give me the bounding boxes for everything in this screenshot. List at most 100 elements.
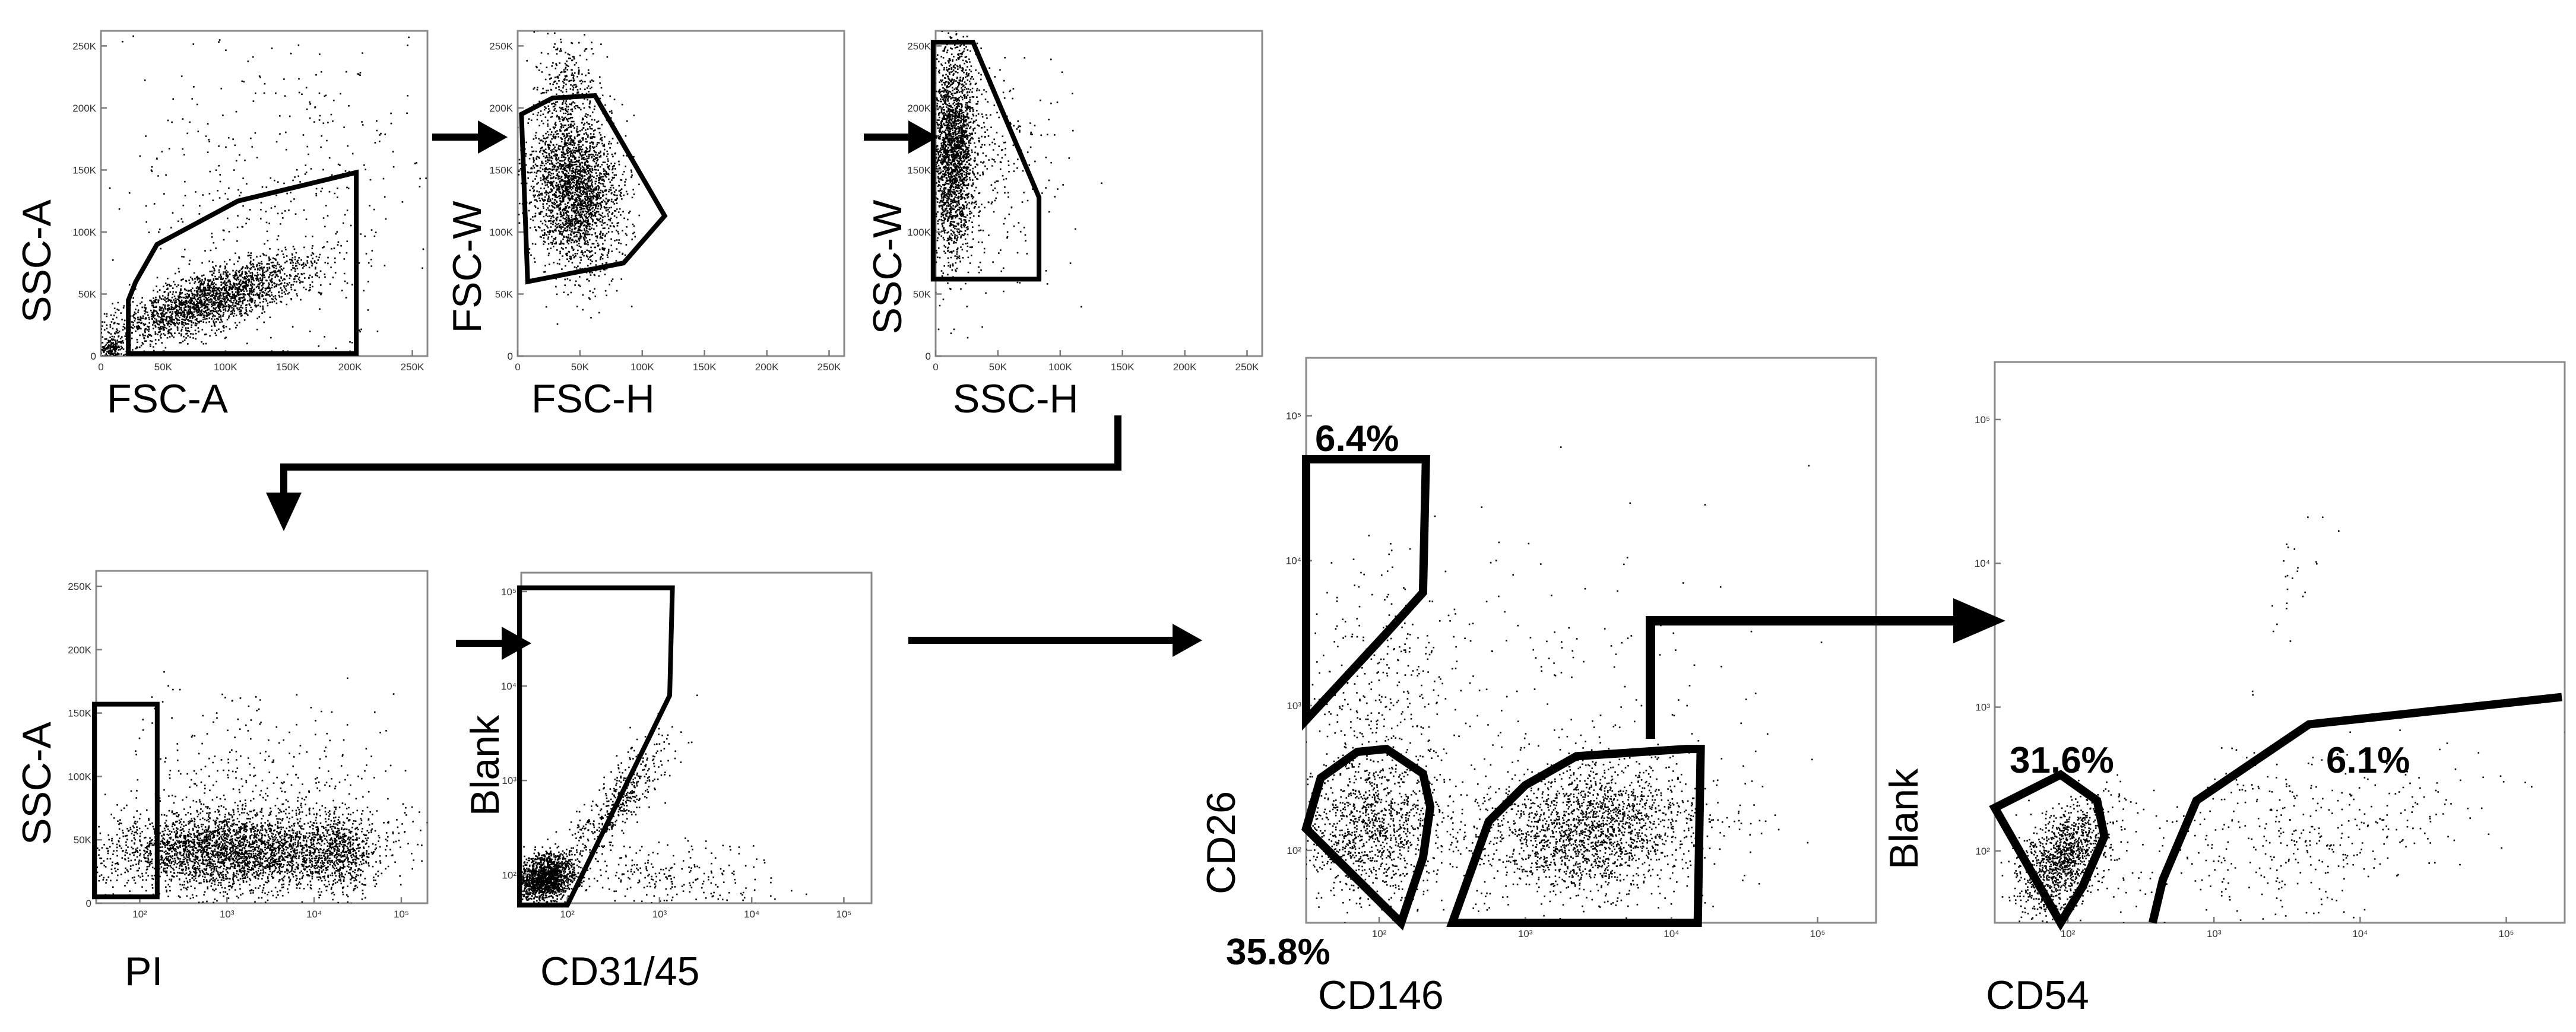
y-tick-label: 10³	[502, 775, 517, 786]
event-dots	[96, 671, 427, 903]
x-tick-label: 10⁵	[836, 909, 851, 920]
flow-arrow-6-to-7	[1646, 598, 2005, 739]
y-tick-label: 150K	[72, 164, 96, 176]
y-tick-label: 10²	[1975, 846, 1990, 857]
y-tick-label: 150K	[489, 164, 513, 176]
x-tick-label: 200K	[755, 361, 779, 373]
x-tick-label: 200K	[338, 361, 362, 373]
y-tick-label: 250K	[489, 40, 513, 52]
x-tick-label: 10⁴	[2352, 928, 2368, 939]
plot-frame	[1994, 361, 2566, 924]
gate-polygon	[92, 701, 160, 900]
x-tick-label: 10³	[652, 909, 667, 920]
gate-percentage-label: 6.4%	[1315, 418, 1399, 459]
x-axis-label: FSC-H	[531, 376, 655, 421]
y-tick-label: 10⁵	[1286, 411, 1301, 422]
gate-polygon	[1301, 744, 1435, 931]
panel-4-ssc-a-vs-pi: 10² 10³ 10⁴ 10⁵ 0 50K 100K 150K 200K 250K PI SSC-A	[14, 570, 429, 994]
x-tick-label: 250K	[401, 361, 424, 373]
y-tick-label: 250K	[907, 40, 931, 52]
y-tick-label: 10⁴	[501, 681, 517, 692]
event-dots	[936, 31, 1102, 339]
panel-7-blank-vs-cd54: 10² 10³ 10⁴ 10⁵ 10² 10³ 10⁴ 10⁵ 31.6% 6.1% CD54 Bla…	[1881, 361, 2566, 1018]
y-tick-label: 10⁴	[1975, 558, 1990, 569]
x-tick-label: 10⁵	[394, 909, 409, 920]
y-tick-label: 50K	[74, 834, 92, 846]
gate-polygon	[519, 93, 668, 285]
gate-polygon	[1302, 455, 1430, 731]
x-tick-label: 10³	[1518, 928, 1533, 939]
x-axis-label: SSC-H	[953, 376, 1079, 421]
plot-frame	[934, 30, 1263, 357]
x-tick-label: 10³	[2207, 928, 2222, 939]
y-axis-label: Blank	[462, 715, 508, 816]
x-tick-label: 0	[98, 361, 103, 373]
y-tick-label: 10²	[1287, 845, 1301, 856]
x-tick-label: 0	[515, 361, 520, 373]
y-tick-label: 100K	[907, 227, 931, 238]
y-tick-label: 150K	[907, 164, 931, 176]
gate-polygon	[1446, 745, 1705, 927]
x-tick-label: 10²	[2061, 928, 2076, 939]
y-tick-label: 10³	[1975, 702, 1990, 713]
flow-arrow-4-to-5	[456, 627, 531, 660]
y-tick-label: 50K	[913, 288, 931, 300]
x-axis-label: PI	[125, 949, 163, 994]
x-tick-label: 10⁵	[1810, 928, 1826, 939]
y-tick-label: 10⁵	[1975, 414, 1990, 425]
y-tick-label: 10²	[502, 869, 517, 881]
y-tick-label: 10³	[1287, 700, 1301, 712]
event-dots	[101, 35, 427, 356]
panel-1-ssc-a-vs-fsc-a: 0 50K 100K 150K 200K 250K 0 50K 100K 150K 200K 250K…	[14, 30, 429, 421]
y-axis-label: CD26	[1199, 791, 1244, 894]
flow-arrow-2-to-3	[864, 120, 938, 154]
x-axis-label: FSC-A	[107, 376, 229, 421]
y-tick-label: 10⁵	[501, 586, 517, 598]
plot-frame	[517, 30, 845, 357]
x-tick-label: 50K	[989, 361, 1007, 373]
x-tick-label: 200K	[1173, 361, 1197, 373]
y-tick-label: 200K	[72, 103, 96, 114]
gate-polygon	[2148, 693, 2562, 924]
x-tick-label: 10⁴	[1664, 928, 1679, 939]
x-tick-label: 100K	[1048, 361, 1072, 373]
panel-2-fsc-w-vs-fsc-h: 0 50K 100K 150K 200K 250K 0 50K 100K 150K 200K 250K…	[445, 30, 845, 421]
gate-polygon	[517, 585, 675, 908]
gate-polygon	[126, 169, 359, 356]
x-axis-label: CD146	[1318, 973, 1444, 1018]
gate-percentage-label: 35.8%	[1226, 932, 1330, 973]
x-tick-label: 0	[933, 361, 938, 373]
x-tick-label: 10⁵	[2499, 928, 2514, 939]
x-tick-label: 50K	[571, 361, 590, 373]
x-axis-label: CD54	[1986, 973, 2089, 1018]
y-tick-label: 0	[926, 351, 931, 362]
y-tick-label: 200K	[68, 644, 91, 656]
panel-5-blank-vs-cd31-45: 10² 10³ 10⁴ 10⁵ 10² 10³ 10⁴ 10⁵ CD31/45 Blank	[462, 571, 873, 994]
x-tick-label: 150K	[276, 361, 300, 373]
gate-polygon	[1989, 770, 2109, 931]
y-tick-label: 250K	[72, 40, 96, 52]
y-tick-label: 100K	[72, 227, 96, 238]
event-dots	[2000, 516, 2565, 923]
y-tick-label: 200K	[489, 103, 513, 114]
x-tick-label: 50K	[154, 361, 173, 373]
y-axis-label: Blank	[1881, 768, 1927, 869]
y-tick-label: 50K	[495, 288, 514, 300]
y-tick-label: 0	[86, 898, 91, 909]
x-tick-label: 10⁴	[744, 909, 759, 920]
y-axis-label: SSC-W	[865, 200, 910, 335]
x-tick-label: 150K	[693, 361, 717, 373]
y-tick-label: 250K	[68, 581, 91, 592]
y-tick-label: 50K	[78, 288, 97, 300]
x-tick-label: 100K	[630, 361, 654, 373]
plot-frame	[520, 571, 873, 904]
y-tick-label: 150K	[68, 708, 91, 719]
flow-arrow-1-to-2	[432, 120, 508, 154]
x-tick-label: 250K	[1235, 361, 1259, 373]
y-tick-label: 10⁴	[1286, 555, 1301, 567]
y-axis-label: SSC-A	[14, 199, 59, 322]
y-tick-label: 0	[91, 351, 96, 362]
x-tick-label: 250K	[818, 361, 841, 373]
x-tick-label: 10⁴	[306, 909, 322, 920]
